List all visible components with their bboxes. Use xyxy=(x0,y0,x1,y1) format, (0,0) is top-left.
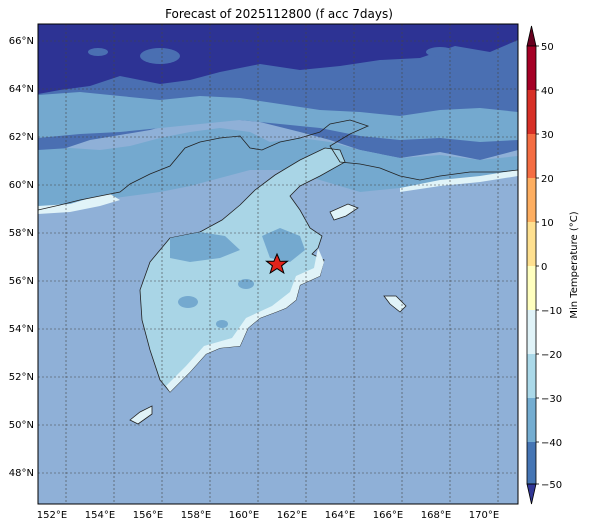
colorbar-tick-label: −50 xyxy=(541,480,562,491)
mid-band xyxy=(38,128,518,206)
lat-tick-label: 62°N xyxy=(9,132,34,143)
lon-tick-label: 152°E xyxy=(37,510,67,521)
colorbar-label: Min Temperature (°C) xyxy=(569,211,580,318)
colorbar-tick-label: 0 xyxy=(541,262,547,273)
mid-band-south xyxy=(38,92,518,142)
colorbar-segment xyxy=(527,442,536,484)
land-cold-patch xyxy=(262,228,305,262)
lon-tick-label: 158°E xyxy=(181,510,211,521)
colorbar-tick-label: 50 xyxy=(541,42,554,53)
colorbar-segment xyxy=(527,354,536,398)
colorbar-tick-label: 10 xyxy=(541,218,554,229)
colorbar: 50 40 30 20 10 0 −10 −20 −30 −40 −50 Min… xyxy=(526,25,580,505)
kuril-island xyxy=(129,405,153,425)
colorbar-bottom-extension xyxy=(526,483,537,505)
colorbar-segment xyxy=(527,222,536,266)
colorbar-segment xyxy=(527,266,536,310)
colorbar-tick-label: 40 xyxy=(541,86,554,97)
colorbar-tick-label: −20 xyxy=(541,350,562,361)
map-frame xyxy=(37,23,519,505)
lon-tick-label: 166°E xyxy=(373,510,403,521)
colorbar-tick-labels: 50 40 30 20 10 0 −10 −20 −30 −40 −50 xyxy=(541,42,562,491)
colorbar-tick-label: 20 xyxy=(541,174,554,185)
lon-tick-label: 160°E xyxy=(229,510,259,521)
lon-tick-label: 168°E xyxy=(421,510,451,521)
lat-tick-label: 52°N xyxy=(9,372,34,383)
colorbar-segment xyxy=(527,46,536,90)
location-star-marker xyxy=(265,252,289,275)
lat-tick-label: 54°N xyxy=(9,324,34,335)
colorbar-segment xyxy=(527,90,536,134)
commander-island xyxy=(383,295,407,313)
lat-tick-labels: 66°N 64°N 62°N 60°N 58°N 56°N 54°N 52°N … xyxy=(9,36,34,479)
lat-tick-label: 50°N xyxy=(9,420,34,431)
cold-eddy xyxy=(88,48,108,56)
graticule xyxy=(38,24,518,504)
colorbar-segment xyxy=(527,398,536,442)
colorbar-tick-label: −40 xyxy=(541,438,562,449)
lon-tick-label: 162°E xyxy=(277,510,307,521)
land-cold-patch xyxy=(178,296,198,308)
lat-tick-label: 64°N xyxy=(9,84,34,95)
colorbar-segment xyxy=(527,178,536,222)
colorbar-tick-label: −30 xyxy=(541,394,562,405)
mainland-coastline xyxy=(38,119,518,211)
lat-tick-label: 58°N xyxy=(9,228,34,239)
lon-tick-label: 156°E xyxy=(133,510,163,521)
cold-eddy xyxy=(426,47,454,57)
lon-tick-labels: 152°E 154°E 156°E 158°E 160°E 162°E 164°… xyxy=(37,510,499,521)
lon-tick-label: 170°E xyxy=(469,510,499,521)
colorbar-segment xyxy=(527,310,536,354)
map-area xyxy=(38,24,518,504)
colorbar-top-extension xyxy=(526,25,537,47)
lat-tick-label: 60°N xyxy=(9,180,34,191)
lon-tick-label: 164°E xyxy=(325,510,355,521)
lat-tick-label: 48°N xyxy=(9,468,34,479)
cold-eddy xyxy=(140,48,180,64)
colorbar-ticks xyxy=(536,45,539,485)
land-cold-patch xyxy=(216,320,228,328)
karaginsky-island xyxy=(329,203,359,221)
lon-tick-label: 154°E xyxy=(85,510,115,521)
land-cold-patch xyxy=(238,279,254,289)
pale-kamchatka-coast xyxy=(166,248,324,392)
pale-coast-strip xyxy=(400,170,518,192)
lat-tick-label: 66°N xyxy=(9,36,34,47)
colorbar-tick-label: −10 xyxy=(541,306,562,317)
land-cold-patch xyxy=(170,232,240,262)
lat-tick-label: 56°N xyxy=(9,276,34,287)
very-cold-patch xyxy=(38,24,518,94)
pale-coast-strip xyxy=(38,194,120,214)
colorbar-segment xyxy=(527,134,536,178)
colorbar-tick-label: 30 xyxy=(541,130,554,141)
map-title: Forecast of 2025112800 (f acc 7days) xyxy=(165,7,393,21)
colorbar-frame xyxy=(526,45,537,485)
